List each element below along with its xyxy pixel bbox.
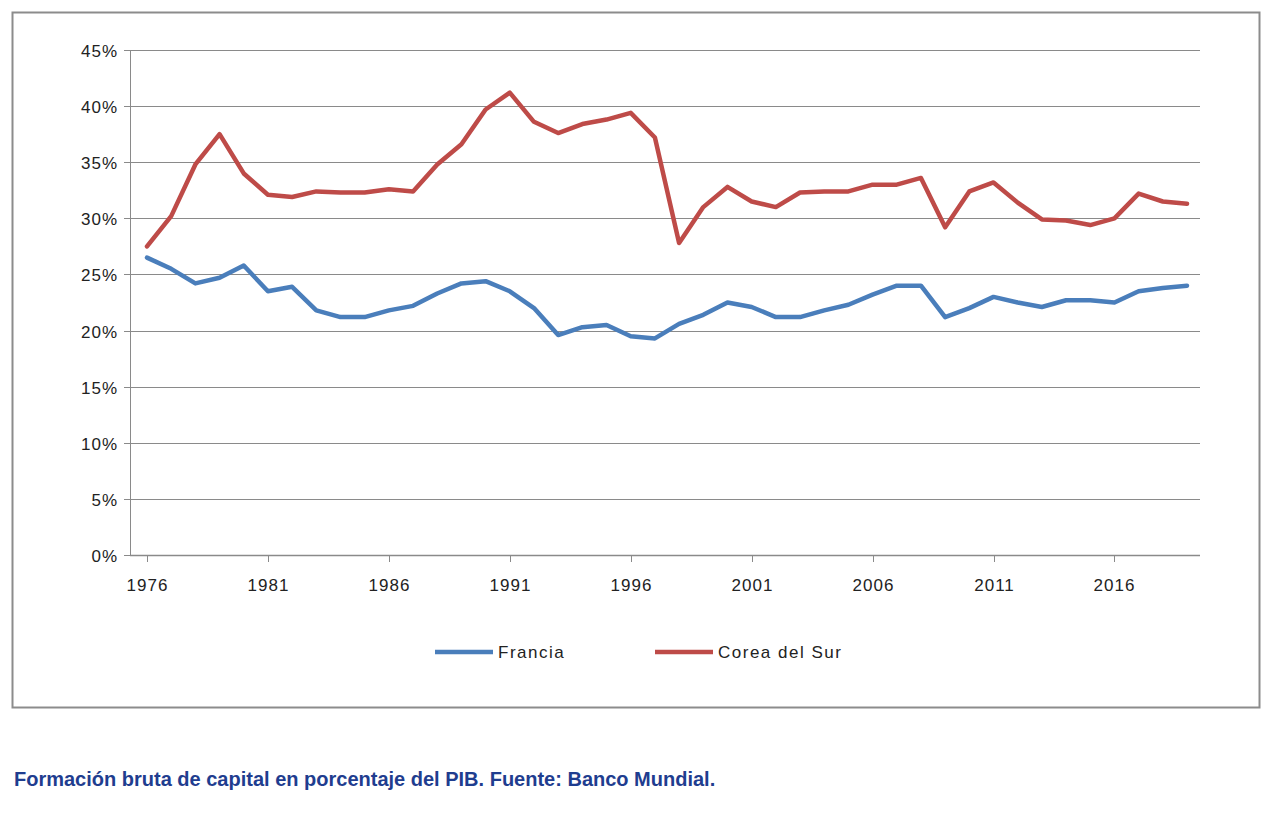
y-tick [124, 106, 130, 107]
y-tick [124, 499, 130, 500]
y-tick-label: 40% [81, 98, 118, 117]
y-tick-label: 5% [91, 491, 118, 510]
x-tick [268, 555, 269, 562]
chart-frame [13, 13, 1260, 708]
legend-swatch [435, 650, 493, 655]
x-tick-label: 1976 [127, 576, 169, 595]
y-tick-label: 35% [81, 154, 118, 173]
plot-area [147, 93, 1187, 339]
series-line [147, 93, 1187, 247]
x-tick [510, 555, 511, 562]
y-tick-label: 45% [81, 42, 118, 61]
y-tick [124, 162, 130, 163]
x-tick [631, 555, 632, 562]
grid-line [130, 162, 1200, 163]
x-axis [130, 555, 1200, 557]
grid-line [130, 443, 1200, 444]
y-axis [130, 50, 131, 555]
x-tick [147, 555, 148, 562]
x-tick [994, 555, 995, 562]
y-tick-label: 30% [81, 210, 118, 229]
y-tick [124, 331, 130, 332]
x-tick [1114, 555, 1115, 562]
y-tick-label: 15% [81, 379, 118, 398]
y-tick [124, 218, 130, 219]
series-line [147, 258, 1187, 339]
grid-line [130, 387, 1200, 388]
y-tick [124, 555, 130, 556]
y-tick [124, 387, 130, 388]
y-tick-label: 10% [81, 435, 118, 454]
x-tick-label: 1991 [490, 576, 532, 595]
grid [124, 51, 1200, 556]
grid-line [130, 274, 1200, 275]
grid-line [130, 555, 1200, 556]
x-tick-label: 2016 [1094, 576, 1136, 595]
y-tick [124, 274, 130, 275]
y-tick-label: 25% [81, 266, 118, 285]
grid-line [130, 106, 1200, 107]
chart: 0% 5% 10% 15% 20% 25% 30% 35% 40% 45% 1976 1981 1986… [0, 0, 1275, 823]
y-tick [124, 50, 130, 51]
legend-swatch [655, 650, 713, 655]
x-tick-label: 1981 [248, 576, 290, 595]
x-tick-label: 2001 [732, 576, 774, 595]
y-tick-label: 20% [81, 323, 118, 342]
x-tick-label: 1996 [611, 576, 653, 595]
legend-label: Corea del Sur [718, 643, 842, 662]
x-tick [752, 555, 753, 562]
y-tick [124, 443, 130, 444]
grid-line [130, 499, 1200, 500]
x-tick-label: 1986 [369, 576, 411, 595]
legend-label: Francia [498, 643, 565, 662]
x-tick-label: 2011 [974, 576, 1015, 595]
x-tick [873, 555, 874, 562]
x-tick-label: 2006 [853, 576, 895, 595]
x-tick [389, 555, 390, 562]
grid-line [130, 50, 1200, 51]
caption: Formación bruta de capital en porcentaje… [14, 768, 715, 790]
y-tick-label: 0% [91, 547, 118, 566]
